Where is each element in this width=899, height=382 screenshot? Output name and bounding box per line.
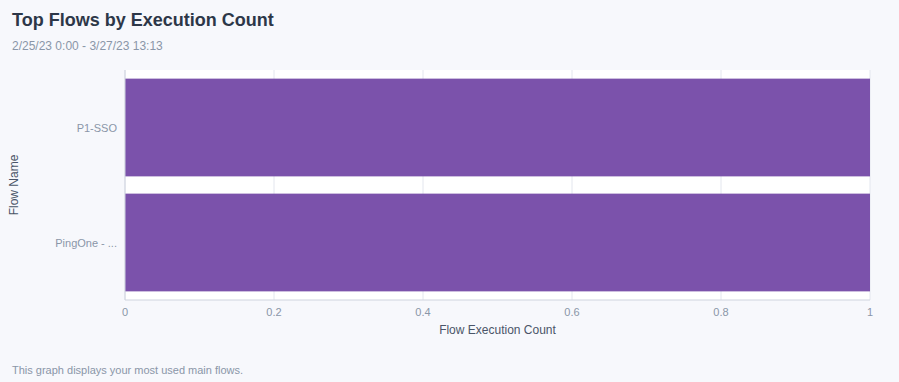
title: Top Flows by Execution Count bbox=[12, 10, 274, 30]
x-tick-label: 1 bbox=[867, 306, 873, 318]
y-tick-label: P1-SSO bbox=[77, 122, 118, 134]
x-axis-label: Flow Execution Count bbox=[439, 323, 556, 337]
chart: Top Flows by Execution Count 2/25/23 0:00… bbox=[0, 0, 899, 382]
x-tick-label: 0.6 bbox=[564, 306, 579, 318]
x-axis-line bbox=[125, 300, 870, 301]
y-axis-label: Flow Name bbox=[7, 154, 21, 215]
x-tick-label: 0.8 bbox=[713, 306, 728, 318]
footer: This graph displays your most used main … bbox=[12, 364, 243, 376]
plot-background bbox=[125, 70, 870, 300]
grid-line bbox=[125, 70, 126, 300]
bar bbox=[125, 194, 870, 292]
bars bbox=[125, 79, 870, 292]
x-tick-label: 0.4 bbox=[415, 306, 430, 318]
y-axis-line bbox=[125, 70, 126, 300]
y-tick-label: PingOne - ... bbox=[55, 237, 117, 249]
subtitle: 2/25/23 0:00 - 3/27/23 13:13 bbox=[12, 39, 163, 53]
x-tick-label: 0.2 bbox=[266, 306, 281, 318]
bar bbox=[125, 79, 870, 177]
x-tick-label: 0 bbox=[122, 306, 128, 318]
